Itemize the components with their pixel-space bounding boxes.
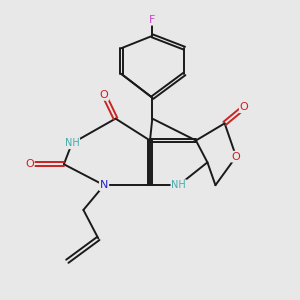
Text: NH: NH: [171, 180, 186, 190]
Text: O: O: [240, 102, 248, 112]
Text: O: O: [232, 152, 241, 162]
Text: O: O: [100, 90, 108, 100]
Text: NH: NH: [64, 138, 79, 148]
Text: N: N: [100, 180, 108, 190]
Text: F: F: [149, 15, 155, 25]
Text: O: O: [25, 159, 34, 169]
